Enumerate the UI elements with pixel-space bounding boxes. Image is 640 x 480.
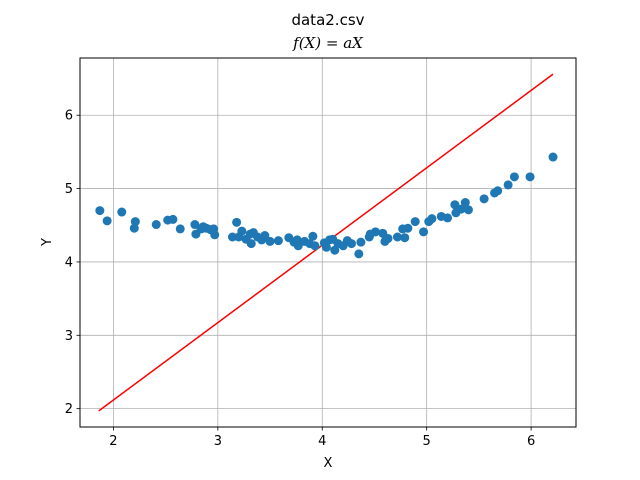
data-point	[525, 172, 535, 182]
data-point	[129, 223, 139, 233]
data-point	[450, 200, 460, 210]
data-point	[356, 237, 366, 247]
x-tick-label: 5	[423, 434, 431, 449]
y-tick-label: 2	[65, 402, 73, 417]
data-point	[190, 220, 200, 230]
x-axis-label: X	[324, 456, 333, 471]
data-point	[479, 194, 489, 204]
data-points	[95, 152, 558, 259]
data-point	[95, 206, 105, 216]
data-point	[463, 205, 473, 215]
data-point	[427, 214, 437, 224]
y-tick-label: 5	[65, 182, 73, 197]
data-point	[419, 227, 429, 237]
data-point	[102, 216, 112, 226]
data-point	[456, 204, 466, 214]
data-point	[151, 220, 161, 230]
plot-area-frame	[79, 57, 577, 428]
x-tick-label: 6	[527, 434, 535, 449]
data-point	[346, 239, 356, 249]
data-point	[246, 239, 256, 249]
x-tick-label: 2	[109, 434, 117, 449]
y-tick-label: 6	[65, 109, 73, 124]
y-axis-label: Y	[40, 238, 55, 247]
data-point	[117, 207, 127, 217]
data-point	[293, 241, 303, 251]
data-point	[383, 233, 393, 243]
data-point	[273, 236, 283, 246]
chart-subtitle: f(X) = aX	[292, 34, 364, 52]
y-tick-label: 4	[65, 255, 73, 270]
data-point	[232, 217, 242, 227]
data-point	[371, 227, 381, 237]
data-point	[237, 226, 247, 236]
data-point	[321, 242, 331, 252]
x-axis-ticks: 2 3 4 5 6	[109, 427, 535, 449]
data-point	[260, 231, 270, 241]
data-point	[460, 198, 470, 208]
data-point	[443, 213, 453, 223]
data-point	[308, 231, 318, 241]
data-point	[410, 217, 420, 227]
data-point	[310, 241, 320, 251]
data-point	[509, 172, 519, 182]
data-point	[175, 224, 185, 234]
x-tick-label: 4	[318, 434, 326, 449]
data-point	[400, 233, 410, 243]
data-point	[227, 232, 237, 242]
x-tick-label: 3	[214, 434, 222, 449]
data-point	[503, 180, 513, 190]
data-point	[130, 217, 140, 227]
data-point	[168, 214, 178, 224]
data-point	[392, 232, 402, 242]
data-point	[265, 236, 275, 246]
data-point	[548, 152, 558, 162]
y-axis-ticks: 2 3 4 5 6	[65, 109, 80, 417]
grid-lines	[80, 58, 576, 427]
data-point	[493, 186, 503, 196]
y-tick-label: 3	[65, 329, 73, 344]
data-point	[354, 249, 364, 259]
chart-title: data2.csv	[291, 11, 364, 29]
data-point	[210, 230, 220, 240]
data-point	[403, 223, 413, 233]
